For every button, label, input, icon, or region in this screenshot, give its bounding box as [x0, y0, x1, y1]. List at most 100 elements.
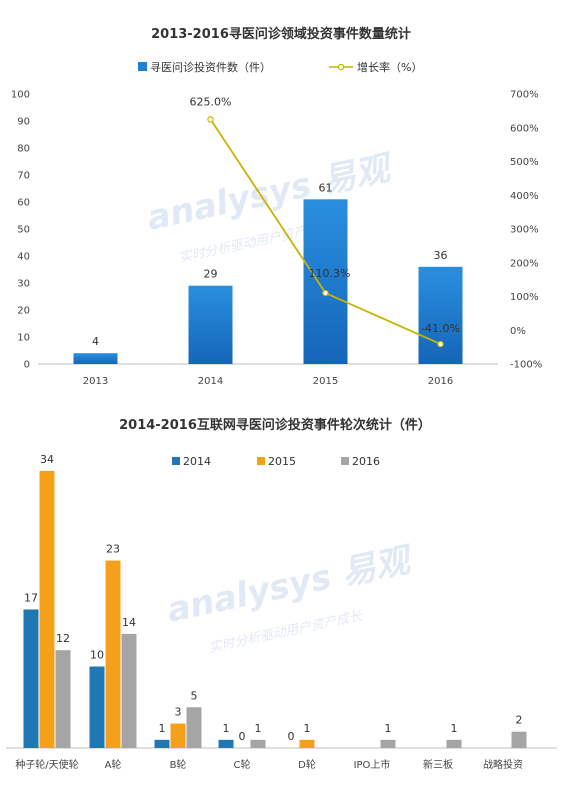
- chart2-legend: 2014 2015 2016: [172, 455, 380, 468]
- growth-point: [437, 340, 444, 348]
- y-right-tick-label: 500%: [510, 157, 539, 168]
- bar-value-label: 29: [204, 268, 218, 281]
- y-right-tick-label: 400%: [510, 191, 539, 202]
- legend-label-count: 寻医问诊投资件数（件）: [150, 60, 271, 74]
- bar-value-label: 1: [304, 722, 311, 735]
- bar-value-label: 1: [223, 722, 230, 735]
- investment-count-chart: analysys 易观 实时分析驱动用户资产成长 2013-2016寻医问诊领域…: [11, 26, 542, 387]
- y-left-tick-label: 70: [17, 171, 30, 182]
- x-tick-label: 2015: [313, 376, 338, 387]
- y-left-tick-label: 0: [24, 360, 30, 371]
- chart1-bars: 4 29 61 36: [73, 181, 463, 364]
- chart1-y-left-ticks: 0 10 20 30 40 50 60 70 80 90 100: [11, 90, 30, 371]
- y-left-tick-label: 90: [17, 117, 30, 128]
- bar-value-label: 10: [90, 649, 104, 662]
- bar-round-2014: [89, 666, 105, 748]
- watermark-brand: analysys 易观: [144, 147, 398, 238]
- x-tick-label: B轮: [170, 758, 187, 771]
- bar-round-2016: [511, 731, 527, 748]
- bar-value-label: 3: [175, 706, 182, 719]
- round-stats-chart: analysys 易观 实时分析驱动用户资产成长 2014-2016互联网寻医问…: [6, 417, 557, 771]
- x-tick-label: D轮: [298, 758, 316, 771]
- y-left-tick-label: 40: [17, 252, 30, 263]
- growth-point: [207, 116, 214, 123]
- y-left-tick-label: 20: [17, 306, 30, 317]
- bar-round-2014: [218, 739, 234, 748]
- bar-value-label: 1: [159, 722, 166, 735]
- bar-value-label: 0: [239, 730, 246, 743]
- y-left-tick-label: 80: [17, 144, 30, 155]
- bar-round-2016: [55, 650, 71, 748]
- bar-count: [418, 266, 463, 364]
- bar-value-label: 17: [24, 591, 38, 604]
- legend-swatch-2015: [257, 457, 265, 465]
- growth-value-label: -41.0%: [421, 322, 460, 335]
- bar-count: [188, 285, 233, 364]
- chart2-x-ticks: 种子轮/天使轮 A轮 B轮 C轮 D轮 IPO上市 新三板 战略投资: [15, 758, 523, 771]
- legend-swatch-2016: [341, 457, 349, 465]
- growth-value-label: 625.0%: [190, 95, 232, 108]
- bar-round-2016: [186, 707, 202, 748]
- bar-count: [303, 199, 348, 364]
- chart1-legend: 寻医问诊投资件数（件） 增长率（%）: [138, 60, 422, 74]
- bar-value-label: 12: [56, 632, 70, 645]
- bar-value-label: 1: [255, 722, 262, 735]
- y-right-tick-label: 200%: [510, 258, 539, 269]
- x-tick-label: 2016: [428, 376, 453, 387]
- legend-swatch-count: [138, 62, 147, 71]
- bar-value-label: 0: [288, 730, 295, 743]
- x-tick-label: A轮: [105, 758, 122, 771]
- x-tick-label: 2013: [83, 376, 108, 387]
- bar-value-label: 14: [122, 616, 136, 629]
- y-left-tick-label: 100: [11, 90, 30, 101]
- legend-marker-growth: [337, 63, 345, 71]
- x-tick-label: 2014: [198, 376, 223, 387]
- y-right-tick-label: 300%: [510, 225, 539, 236]
- y-right-tick-label: 0%: [510, 326, 526, 337]
- chart2-title: 2014-2016互联网寻医问诊投资事件轮次统计（件）: [119, 417, 431, 433]
- bar-round-2015: [39, 470, 55, 748]
- bar-value-label: 1: [385, 722, 392, 735]
- bar-count: [73, 353, 118, 364]
- bar-value-label: 36: [434, 249, 448, 262]
- bar-round-2016: [250, 739, 266, 748]
- legend-swatch-2014: [172, 457, 180, 465]
- y-right-tick-label: 100%: [510, 292, 539, 303]
- legend-label-2016: 2016: [352, 455, 380, 468]
- y-left-tick-label: 30: [17, 279, 30, 290]
- legend-label-growth: 增长率（%）: [357, 60, 422, 74]
- x-tick-label: IPO上市: [354, 758, 391, 771]
- bar-value-label: 23: [106, 543, 120, 556]
- chart1-growth-line: 625.0% 110.3% -41.0%: [190, 95, 460, 348]
- y-left-tick-label: 60: [17, 198, 30, 209]
- bar-round-2016: [121, 633, 137, 748]
- chart1-y-right-ticks: -100% 0% 100% 200% 300% 400% 500% 600% 700%: [510, 90, 542, 371]
- y-right-tick-label: 700%: [510, 90, 539, 101]
- bar-round-2015: [170, 723, 186, 748]
- watermark-brand-2: analysys 易观: [164, 539, 418, 630]
- bar-value-label: 5: [191, 689, 198, 702]
- x-tick-label: 战略投资: [483, 758, 523, 771]
- y-left-tick-label: 10: [17, 333, 30, 344]
- y-right-tick-label: 600%: [510, 123, 539, 134]
- bar-value-label: 34: [40, 453, 54, 466]
- bar-value-label: 1: [451, 722, 458, 735]
- chart1-x-ticks: 2013 2014 2015 2016: [83, 376, 453, 387]
- y-left-tick-label: 50: [17, 225, 30, 236]
- bar-round-2014: [154, 739, 170, 748]
- legend-label-2015: 2015: [268, 455, 296, 468]
- growth-point: [322, 289, 329, 297]
- bar-round-2014: [23, 609, 39, 748]
- bar-value-label: 2: [516, 714, 523, 727]
- chart1-title: 2013-2016寻医问诊领域投资事件数量统计: [151, 26, 411, 42]
- legend-label-2014: 2014: [183, 455, 211, 468]
- bar-round-2015: [105, 560, 121, 748]
- bar-value-label: 61: [319, 181, 333, 194]
- y-right-tick-label: -100%: [510, 360, 542, 371]
- bar-value-label: 4: [92, 335, 99, 348]
- x-tick-label: 新三板: [423, 758, 453, 771]
- bar-round-2016: [446, 739, 462, 748]
- x-tick-label: C轮: [234, 758, 251, 771]
